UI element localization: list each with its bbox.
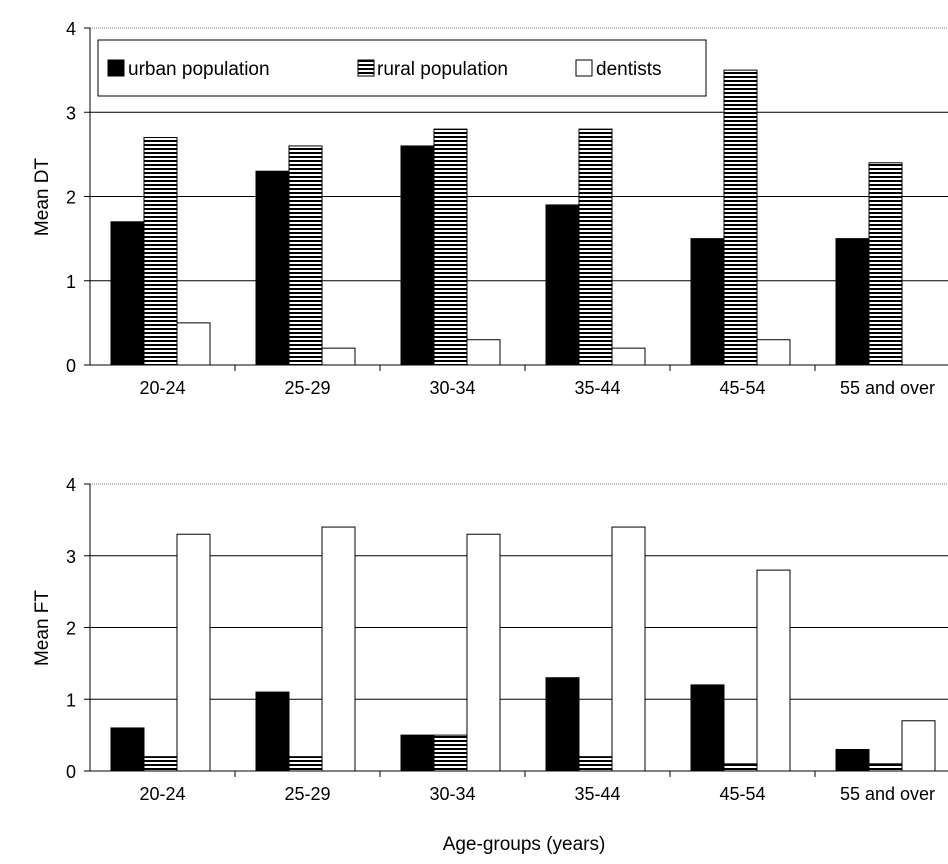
chart-dt-ytick-label: 2: [66, 188, 76, 208]
chart-dt-ytick-label: 4: [66, 19, 76, 39]
bar-ft-dentists: [466, 533, 501, 772]
chart-dt-xtick-label: 25-29: [284, 378, 330, 398]
chart-dt-xtick-label: 55 and over: [840, 378, 935, 398]
chart-dt-bars: [110, 69, 903, 366]
bar-ft-rural: [288, 756, 323, 772]
bar-dt-urban: [835, 238, 870, 366]
bar-ft-rural: [578, 756, 613, 772]
bar-dt-rural: [433, 128, 468, 366]
legend-swatch-dentists: [575, 59, 593, 77]
chart-ft-xtick-label: 20-24: [139, 784, 185, 804]
chart-ft-ylabel: Mean FT: [32, 590, 53, 666]
chart-dt-xtick-label: 20-24: [139, 378, 185, 398]
chart-ft-ytick-label: 2: [66, 619, 76, 639]
bar-dt-rural: [578, 128, 613, 366]
bar-dt-urban: [400, 145, 435, 366]
bar-dt-dentists: [756, 339, 791, 366]
bar-ft-dentists: [176, 533, 211, 772]
bar-dt-urban: [255, 170, 290, 366]
chart-ft-axes: 0 1 2 3 4 20-24 25-29 30-34 35-44 45-54 55 and ove…: [66, 475, 948, 804]
bar-ft-rural: [143, 756, 178, 772]
chart-ft-xtick-label: 25-29: [284, 784, 330, 804]
bar-dt-rural: [143, 137, 178, 366]
chart-dt-ytick-label: 0: [66, 356, 76, 376]
bar-dt-urban: [110, 221, 145, 366]
bar-ft-dentists: [321, 526, 356, 772]
chart-ft-xtick-label: 45-54: [719, 784, 765, 804]
bar-ft-rural: [723, 763, 758, 772]
bar-dt-dentists: [611, 347, 646, 366]
bar-ft-dentists: [756, 569, 791, 772]
chart-ft-xlabel: Age-groups (years): [443, 834, 606, 855]
bar-dt-rural: [288, 145, 323, 366]
bar-ft-urban: [835, 748, 870, 772]
chart-ft: 0 1 2 3 4 20-24 25-29 30-34 35-44 45-54 55 and ove…: [32, 475, 948, 855]
bar-ft-urban: [110, 727, 145, 772]
chart-ft-bars: [110, 526, 936, 772]
bar-ft-dentists: [901, 720, 936, 772]
bar-dt-dentists: [321, 347, 356, 366]
chart-dt-xtick-label: 45-54: [719, 378, 765, 398]
bar-dt-rural: [868, 162, 903, 366]
bar-dt-rural: [723, 69, 758, 366]
chart-dt-ytick-label: 1: [66, 272, 76, 292]
chart-ft-ytick-label: 0: [66, 762, 76, 782]
chart-dt-grid: [90, 27, 948, 282]
chart-dt-ytick-label: 3: [66, 103, 76, 123]
legend-label-urban: urban population: [128, 59, 270, 80]
bar-ft-rural: [433, 734, 468, 772]
bar-ft-rural: [868, 763, 903, 772]
chart-ft-ytick-label: 4: [66, 475, 76, 495]
chart-ft-xtick-label: 30-34: [429, 784, 475, 804]
chart-ft-ytick-label: 3: [66, 547, 76, 567]
legend: urban population rural population dentis…: [97, 39, 707, 97]
legend-box: [97, 39, 707, 97]
chart-dt-xtick-label: 30-34: [429, 378, 475, 398]
legend-swatch-rural: [357, 59, 375, 77]
bar-ft-urban: [400, 734, 435, 772]
bar-dt-dentists: [466, 339, 501, 366]
chart-ft-xtick-label: 55 and over: [840, 784, 935, 804]
chart-ft-grid: [90, 483, 948, 700]
bar-ft-urban: [545, 677, 580, 772]
chart-dt-xtick-label: 35-44: [574, 378, 620, 398]
bar-ft-urban: [255, 691, 290, 772]
chart-dt: 0 1 2 3 4 20-24 25-29 30-34 35-44 45-54 55 and ove…: [32, 19, 948, 398]
bar-ft-urban: [690, 684, 725, 772]
legend-label-dentists: dentists: [596, 59, 661, 80]
chart-ft-xtick-label: 35-44: [574, 784, 620, 804]
chart-dt-axes: 0 1 2 3 4 20-24 25-29 30-34 35-44 45-54 55 and ove…: [66, 19, 948, 398]
bar-ft-dentists: [611, 526, 646, 772]
legend-label-rural: rural population: [377, 59, 508, 80]
chart-ft-ytick-label: 1: [66, 690, 76, 710]
bar-dt-urban: [690, 238, 725, 366]
bar-dt-dentists: [176, 322, 211, 366]
legend-swatch-urban: [107, 59, 125, 77]
bar-dt-urban: [545, 204, 580, 366]
chart-dt-ylabel: Mean DT: [32, 158, 53, 237]
